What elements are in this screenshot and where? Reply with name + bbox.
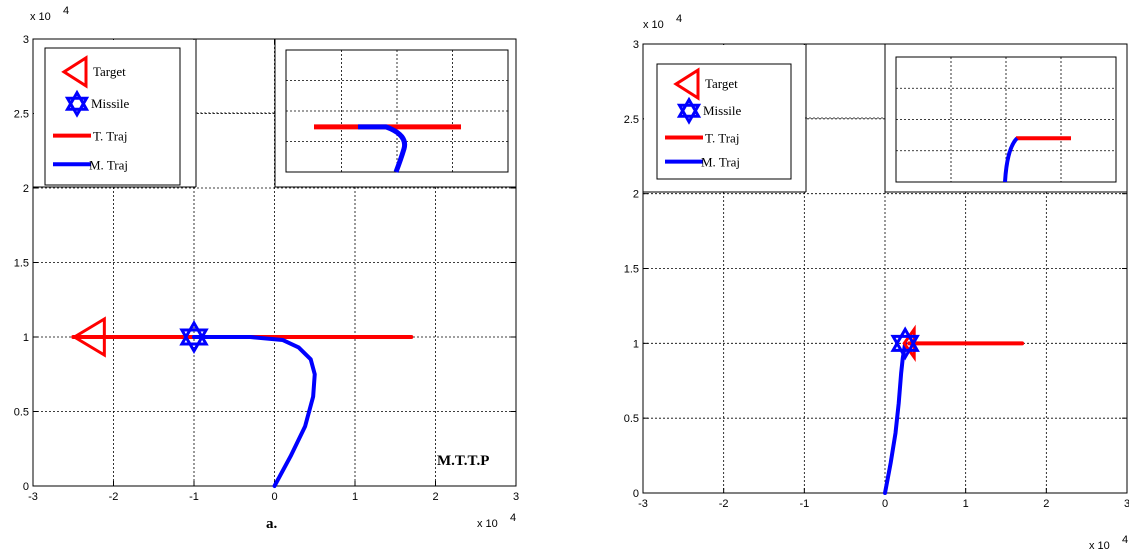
missile-marker <box>890 326 920 361</box>
legend-label-missile: Missile <box>91 96 130 111</box>
legend-missile-icon <box>64 89 90 118</box>
legend-target-icon <box>673 67 700 101</box>
x-tick-label: -3 <box>638 498 648 510</box>
legend: Target Missile T. Traj M. Traj <box>656 63 792 180</box>
legend-target-icon <box>61 55 88 89</box>
x-tick-label: -2 <box>719 498 729 510</box>
legend-label-ttraj: T. Traj <box>705 131 739 146</box>
legend: Target Missile T. Traj M. Traj <box>44 47 181 186</box>
y-tick-label: 1 <box>23 332 29 344</box>
x-tick-label: -1 <box>189 491 199 503</box>
target-marker <box>71 316 106 358</box>
y-exponent-power: 4 <box>676 13 682 25</box>
y-tick-label: 1.5 <box>14 258 29 270</box>
y-exponent-label: x 10 <box>30 11 51 23</box>
y-tick-label: 2.5 <box>14 109 29 121</box>
inset-plot <box>274 38 517 188</box>
method-label: M.T.T.P <box>437 453 489 469</box>
y-tick-label: 0.5 <box>624 413 639 425</box>
x-tick-label: 0 <box>271 491 277 503</box>
y-tick-label: 0.5 <box>14 407 29 419</box>
x-exponent-label: x 10 <box>1089 540 1110 552</box>
legend-label-target: Target <box>93 64 126 79</box>
x-tick-label: 2 <box>1043 498 1049 510</box>
series-line-mtraj <box>883 341 908 495</box>
inset-missile-trace <box>1003 136 1019 183</box>
y-tick-label: 3 <box>633 39 639 51</box>
legend-label-target: Target <box>705 76 738 91</box>
x-tick-label: -2 <box>109 491 119 503</box>
legend-missile-icon <box>676 96 702 125</box>
inset-plot <box>884 43 1128 193</box>
chart-panel-right: -3 -2 -1 0 1 2 3 0 0.5 1 1.5 2 2.5 3 x 10 4 x 10 4 Target M… <box>624 13 1129 552</box>
y-tick-label: 1.5 <box>624 264 639 276</box>
x-tick-label: 1 <box>963 498 969 510</box>
inset-missile-trace <box>358 124 408 173</box>
x-tick-label: 3 <box>513 491 519 503</box>
subfigure-label: a. <box>266 516 278 532</box>
missile-marker <box>179 319 209 355</box>
y-tick-label: 2 <box>633 189 639 201</box>
x-tick-label: 0 <box>882 498 888 510</box>
legend-label-mtraj: M. Traj <box>89 157 128 172</box>
y-exponent-label: x 10 <box>643 19 664 31</box>
x-tick-label: 3 <box>1124 498 1129 510</box>
y-tick-label: 0 <box>23 481 29 493</box>
x-exponent-label: x 10 <box>477 518 498 530</box>
y-tick-label: 1 <box>633 338 639 350</box>
x-tick-label: -1 <box>799 498 809 510</box>
x-tick-label: -3 <box>28 491 38 503</box>
y-tick-label: 3 <box>23 34 29 46</box>
y-tick-label: 2 <box>23 183 29 195</box>
x-tick-label: 1 <box>352 491 358 503</box>
x-tick-label: 2 <box>432 491 438 503</box>
series-line-mtraj <box>192 335 317 488</box>
x-exponent-power: 4 <box>1122 534 1128 546</box>
legend-label-missile: Missile <box>703 103 742 118</box>
x-exponent-power: 4 <box>510 512 516 524</box>
legend-label-mtraj: M. Traj <box>701 155 740 170</box>
chart-panel-left: -3 -2 -1 0 1 2 300.511.522.53x 10 4x 10 4TargetM… <box>14 5 519 532</box>
y-tick-label: 2.5 <box>624 114 639 126</box>
legend-label-ttraj: T. Traj <box>93 129 127 144</box>
y-exponent-power: 4 <box>63 5 69 17</box>
y-tick-label: 0 <box>633 488 639 500</box>
